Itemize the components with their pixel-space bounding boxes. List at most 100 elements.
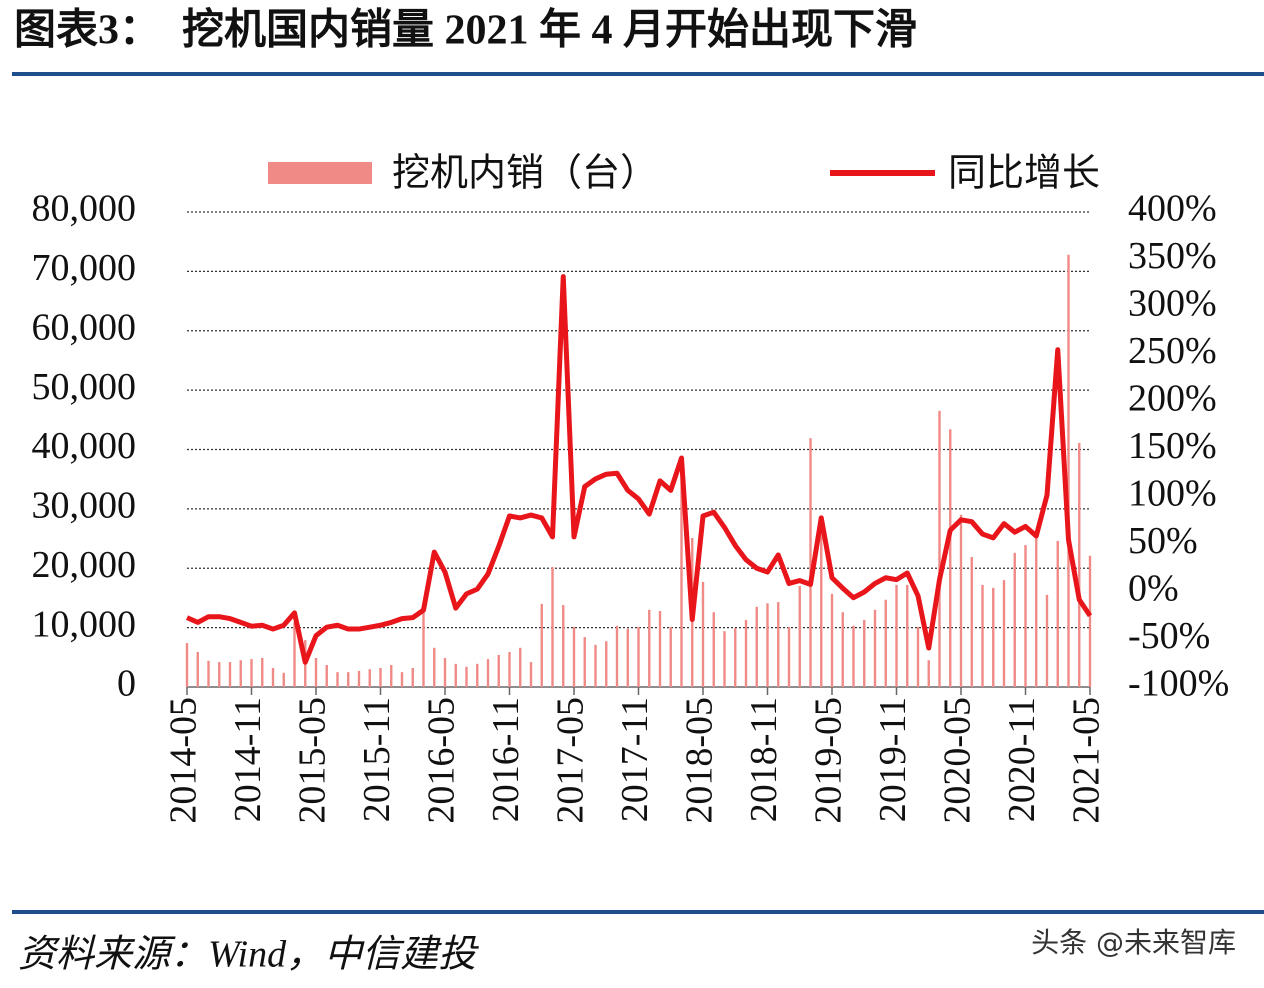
source-note: 资料来源：Wind，中信建投 [18, 934, 479, 976]
y-tick-label: 80,000 [32, 188, 137, 230]
bar [906, 584, 909, 687]
bar [185, 643, 189, 687]
bar [648, 609, 651, 687]
bar [820, 530, 823, 687]
bar [949, 429, 952, 687]
y-tick-label: 50,000 [32, 366, 137, 408]
bar [970, 556, 973, 687]
bar [336, 672, 339, 687]
x-tick-label: 2017-11 [614, 697, 656, 822]
y2-tick-label: 400% [1128, 188, 1217, 230]
bar [680, 470, 683, 687]
bar [583, 637, 586, 687]
bar [916, 627, 920, 687]
bar [1088, 555, 1092, 687]
bar [669, 627, 672, 687]
bar [239, 660, 242, 687]
bar [207, 660, 210, 687]
bar [540, 603, 543, 687]
bar [368, 669, 371, 687]
bar [755, 606, 758, 687]
bar [981, 584, 984, 687]
bar [411, 668, 414, 687]
bar [852, 625, 855, 687]
bar [1078, 442, 1081, 687]
bar [712, 612, 715, 687]
y2-tick-label: 300% [1128, 283, 1217, 325]
y-tick-label: 40,000 [32, 425, 137, 467]
bar [927, 660, 930, 687]
bar [605, 641, 608, 687]
bar [766, 603, 769, 687]
bar [347, 672, 350, 687]
bar [1067, 254, 1070, 687]
x-tick-label: 2021-05 [1066, 697, 1108, 824]
bar [863, 619, 866, 687]
bar [734, 628, 737, 687]
bar [218, 662, 221, 687]
bar [196, 651, 199, 687]
bar [637, 627, 640, 687]
bar [1002, 580, 1006, 687]
bar [250, 659, 253, 687]
x-tick-label: 2018-11 [743, 697, 785, 822]
bar [390, 665, 393, 687]
x-tick-label: 2020-11 [1001, 697, 1043, 822]
bar [293, 622, 296, 687]
y-tick-label: 20,000 [32, 544, 137, 586]
bar [454, 663, 457, 687]
legend-label: 挖机内销（台） [392, 151, 658, 195]
bar [228, 662, 232, 687]
bar [830, 593, 834, 687]
y2-tick-label: 50% [1128, 520, 1198, 562]
y2-tick-label: -100% [1128, 663, 1229, 705]
y2-tick-label: 150% [1128, 425, 1217, 467]
bar [895, 584, 898, 687]
bar [1056, 540, 1059, 687]
x-tick-label: 2014-05 [163, 697, 205, 824]
x-tick-label: 2018-05 [679, 697, 721, 824]
bar [873, 609, 877, 687]
x-tick-label: 2019-05 [808, 697, 850, 824]
x-tick-label: 2014-11 [227, 697, 269, 822]
x-tick-label: 2016-05 [421, 697, 463, 824]
bar [884, 599, 887, 687]
y-tick-label: 70,000 [32, 247, 137, 289]
bar [443, 657, 447, 687]
bar [959, 514, 963, 687]
legend-label: 同比增长 [948, 151, 1100, 195]
watermark: 头条 @未来智库 [1031, 926, 1236, 959]
y-tick-label: 60,000 [32, 306, 137, 348]
x-tick-label: 2015-11 [356, 697, 398, 822]
bar [400, 672, 404, 687]
line [185, 274, 1093, 665]
x-tick-label: 2015-05 [292, 697, 334, 824]
bar [486, 659, 490, 687]
bar [422, 609, 425, 687]
bar [1024, 545, 1027, 687]
bar [1013, 552, 1016, 687]
bar [261, 657, 264, 687]
bar [325, 665, 328, 687]
y-tick-label: 10,000 [32, 603, 137, 645]
bar [519, 647, 522, 687]
bar [615, 625, 619, 687]
bar [379, 668, 382, 687]
legend-swatch-bar [268, 162, 372, 184]
bar [551, 567, 554, 687]
x-tick-label: 2017-05 [550, 697, 592, 824]
y2-tick-label: -50% [1128, 615, 1210, 657]
bar [508, 651, 511, 687]
bar [572, 627, 576, 687]
y2-tick-label: 200% [1128, 378, 1217, 420]
bar [497, 654, 500, 687]
bar [938, 410, 941, 687]
bar [476, 663, 479, 687]
bar [271, 668, 275, 687]
bar [658, 611, 662, 687]
bottom-rule [12, 910, 1264, 914]
bar [701, 581, 705, 687]
bar [562, 605, 565, 687]
bar [529, 662, 533, 687]
